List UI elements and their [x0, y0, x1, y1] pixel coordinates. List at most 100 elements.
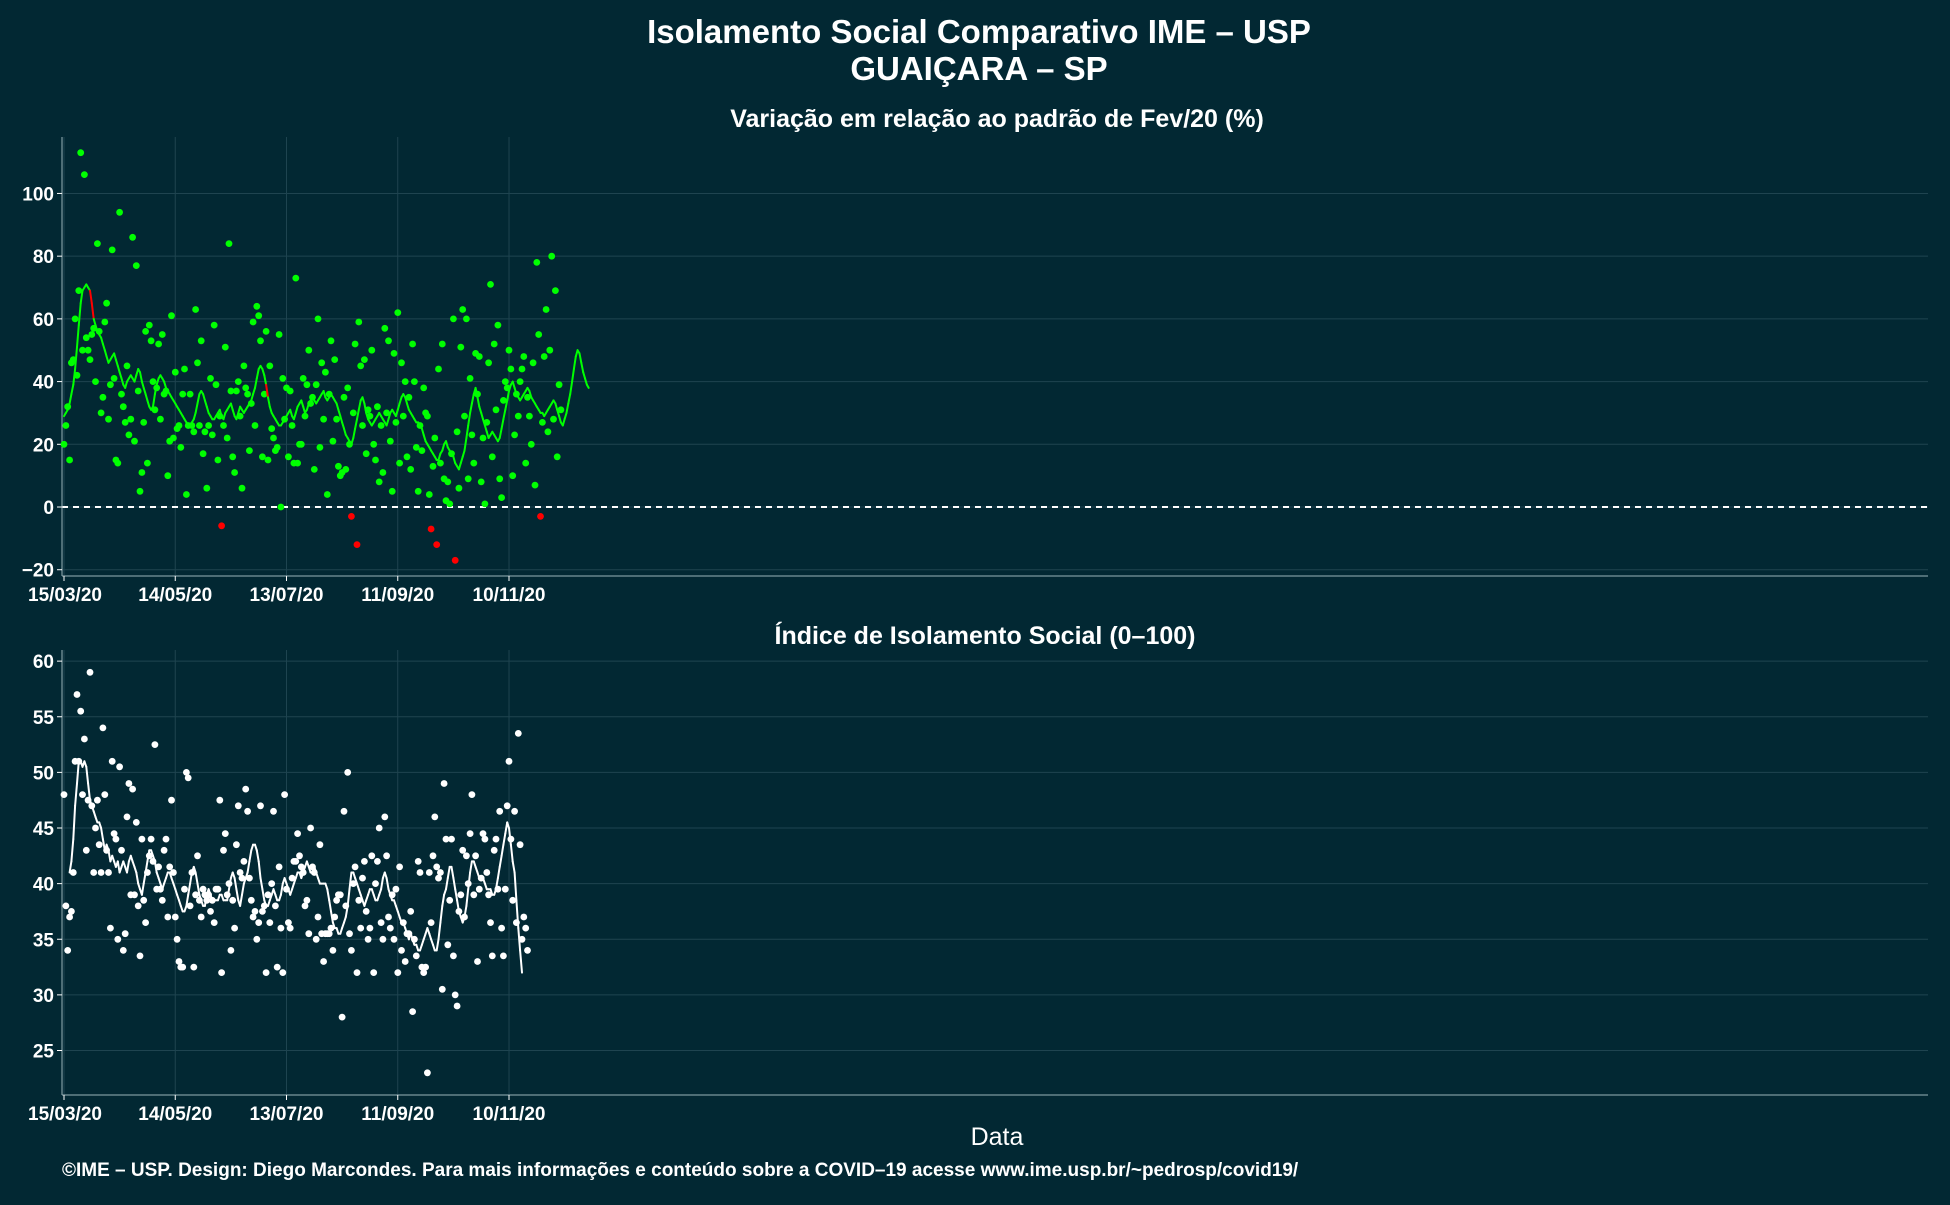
data-point	[108, 246, 116, 254]
moving-average-segment	[508, 827, 512, 846]
data-point	[233, 387, 240, 395]
moving-average-segment	[452, 455, 457, 465]
data-point	[247, 896, 255, 904]
data-point	[62, 422, 70, 429]
data-point	[351, 340, 359, 348]
moving-average-segment	[502, 408, 507, 421]
data-point	[375, 478, 383, 486]
x-tick-label: 11/09/20	[361, 585, 434, 606]
data-point	[212, 381, 220, 389]
moving-average-segment	[250, 393, 255, 402]
data-point	[129, 233, 137, 241]
data-point	[390, 935, 398, 943]
moving-average-segment	[454, 888, 459, 902]
data-point	[466, 375, 474, 382]
data-point	[175, 958, 183, 965]
data-point	[251, 422, 259, 429]
moving-average-segment	[265, 383, 269, 399]
data-point	[448, 835, 455, 843]
data-point	[216, 796, 224, 804]
data-point	[468, 791, 476, 798]
moving-average-segment	[116, 364, 121, 374]
moving-average-segment	[235, 411, 240, 421]
moving-average-segment	[153, 383, 158, 396]
moving-average-segment	[480, 411, 484, 421]
moving-average-segment	[228, 877, 232, 891]
y-tick-label: 45	[33, 819, 55, 840]
data-point	[550, 415, 557, 423]
data-point	[453, 1002, 461, 1010]
data-point	[297, 440, 305, 448]
data-point	[505, 346, 513, 354]
data-point	[474, 958, 481, 965]
panel-index: 25 30 35 40 45 50 55 60 15/03/20 14/05/20 13/07/20…	[28, 650, 1928, 1125]
data-point	[437, 869, 444, 876]
moving-average-segment	[72, 804, 77, 841]
data-point	[253, 302, 261, 310]
data-point	[359, 874, 366, 882]
moving-average-segment	[561, 418, 566, 427]
moving-average-segment	[504, 399, 509, 411]
data-point	[84, 346, 92, 354]
data-point	[259, 908, 266, 915]
data-point	[255, 919, 263, 926]
moving-average-segment	[422, 433, 427, 443]
data-point	[522, 459, 530, 467]
moving-average-segment	[205, 405, 210, 414]
moving-average-segment	[439, 904, 444, 924]
data-point	[514, 730, 522, 737]
moving-average-segment	[187, 882, 192, 896]
moving-average-segment	[350, 437, 355, 446]
moving-average-segment	[140, 380, 145, 389]
data-point	[229, 453, 237, 461]
data-point	[273, 963, 281, 971]
data-point	[349, 409, 357, 417]
data-point	[381, 324, 389, 332]
data-point	[110, 830, 118, 837]
data-point	[285, 453, 292, 461]
data-point	[329, 947, 337, 954]
y-tick-label: 40	[33, 373, 54, 394]
data-point	[183, 769, 190, 776]
data-point	[101, 791, 109, 798]
data-point	[94, 796, 101, 804]
moving-average-segment	[584, 377, 588, 386]
moving-average-segment	[305, 402, 310, 411]
data-point	[392, 419, 400, 426]
data-point	[501, 378, 509, 385]
moving-average-segment	[185, 893, 190, 907]
data-point	[372, 880, 379, 887]
data-point	[218, 522, 226, 530]
moving-average-segment	[450, 865, 455, 880]
moving-average-segment	[578, 352, 583, 364]
data-point	[227, 947, 235, 954]
data-point	[335, 462, 342, 470]
data-point	[220, 422, 227, 429]
data-point	[381, 813, 389, 821]
moving-average-segment	[146, 399, 151, 408]
x-tick-label: 11/09/20	[361, 1104, 434, 1125]
data-point	[166, 863, 174, 871]
data-point	[440, 780, 448, 787]
moving-average-segment	[196, 393, 201, 405]
data-point	[299, 375, 307, 382]
moving-average-segment	[474, 386, 479, 399]
data-point	[398, 947, 405, 954]
data-point	[296, 852, 303, 860]
data-point	[325, 930, 333, 938]
data-point	[457, 891, 465, 899]
moving-average-segment	[500, 418, 505, 430]
moving-average-segment	[509, 843, 514, 863]
data-point	[69, 869, 77, 876]
data-point	[97, 869, 105, 876]
data-point	[340, 807, 348, 815]
data-point	[197, 337, 205, 345]
data-point	[231, 924, 239, 932]
data-point	[424, 412, 431, 420]
data-point	[353, 541, 361, 548]
moving-average-segment	[515, 899, 520, 930]
data-point	[348, 513, 355, 520]
data-point	[509, 896, 517, 904]
moving-average-segment	[90, 302, 95, 320]
